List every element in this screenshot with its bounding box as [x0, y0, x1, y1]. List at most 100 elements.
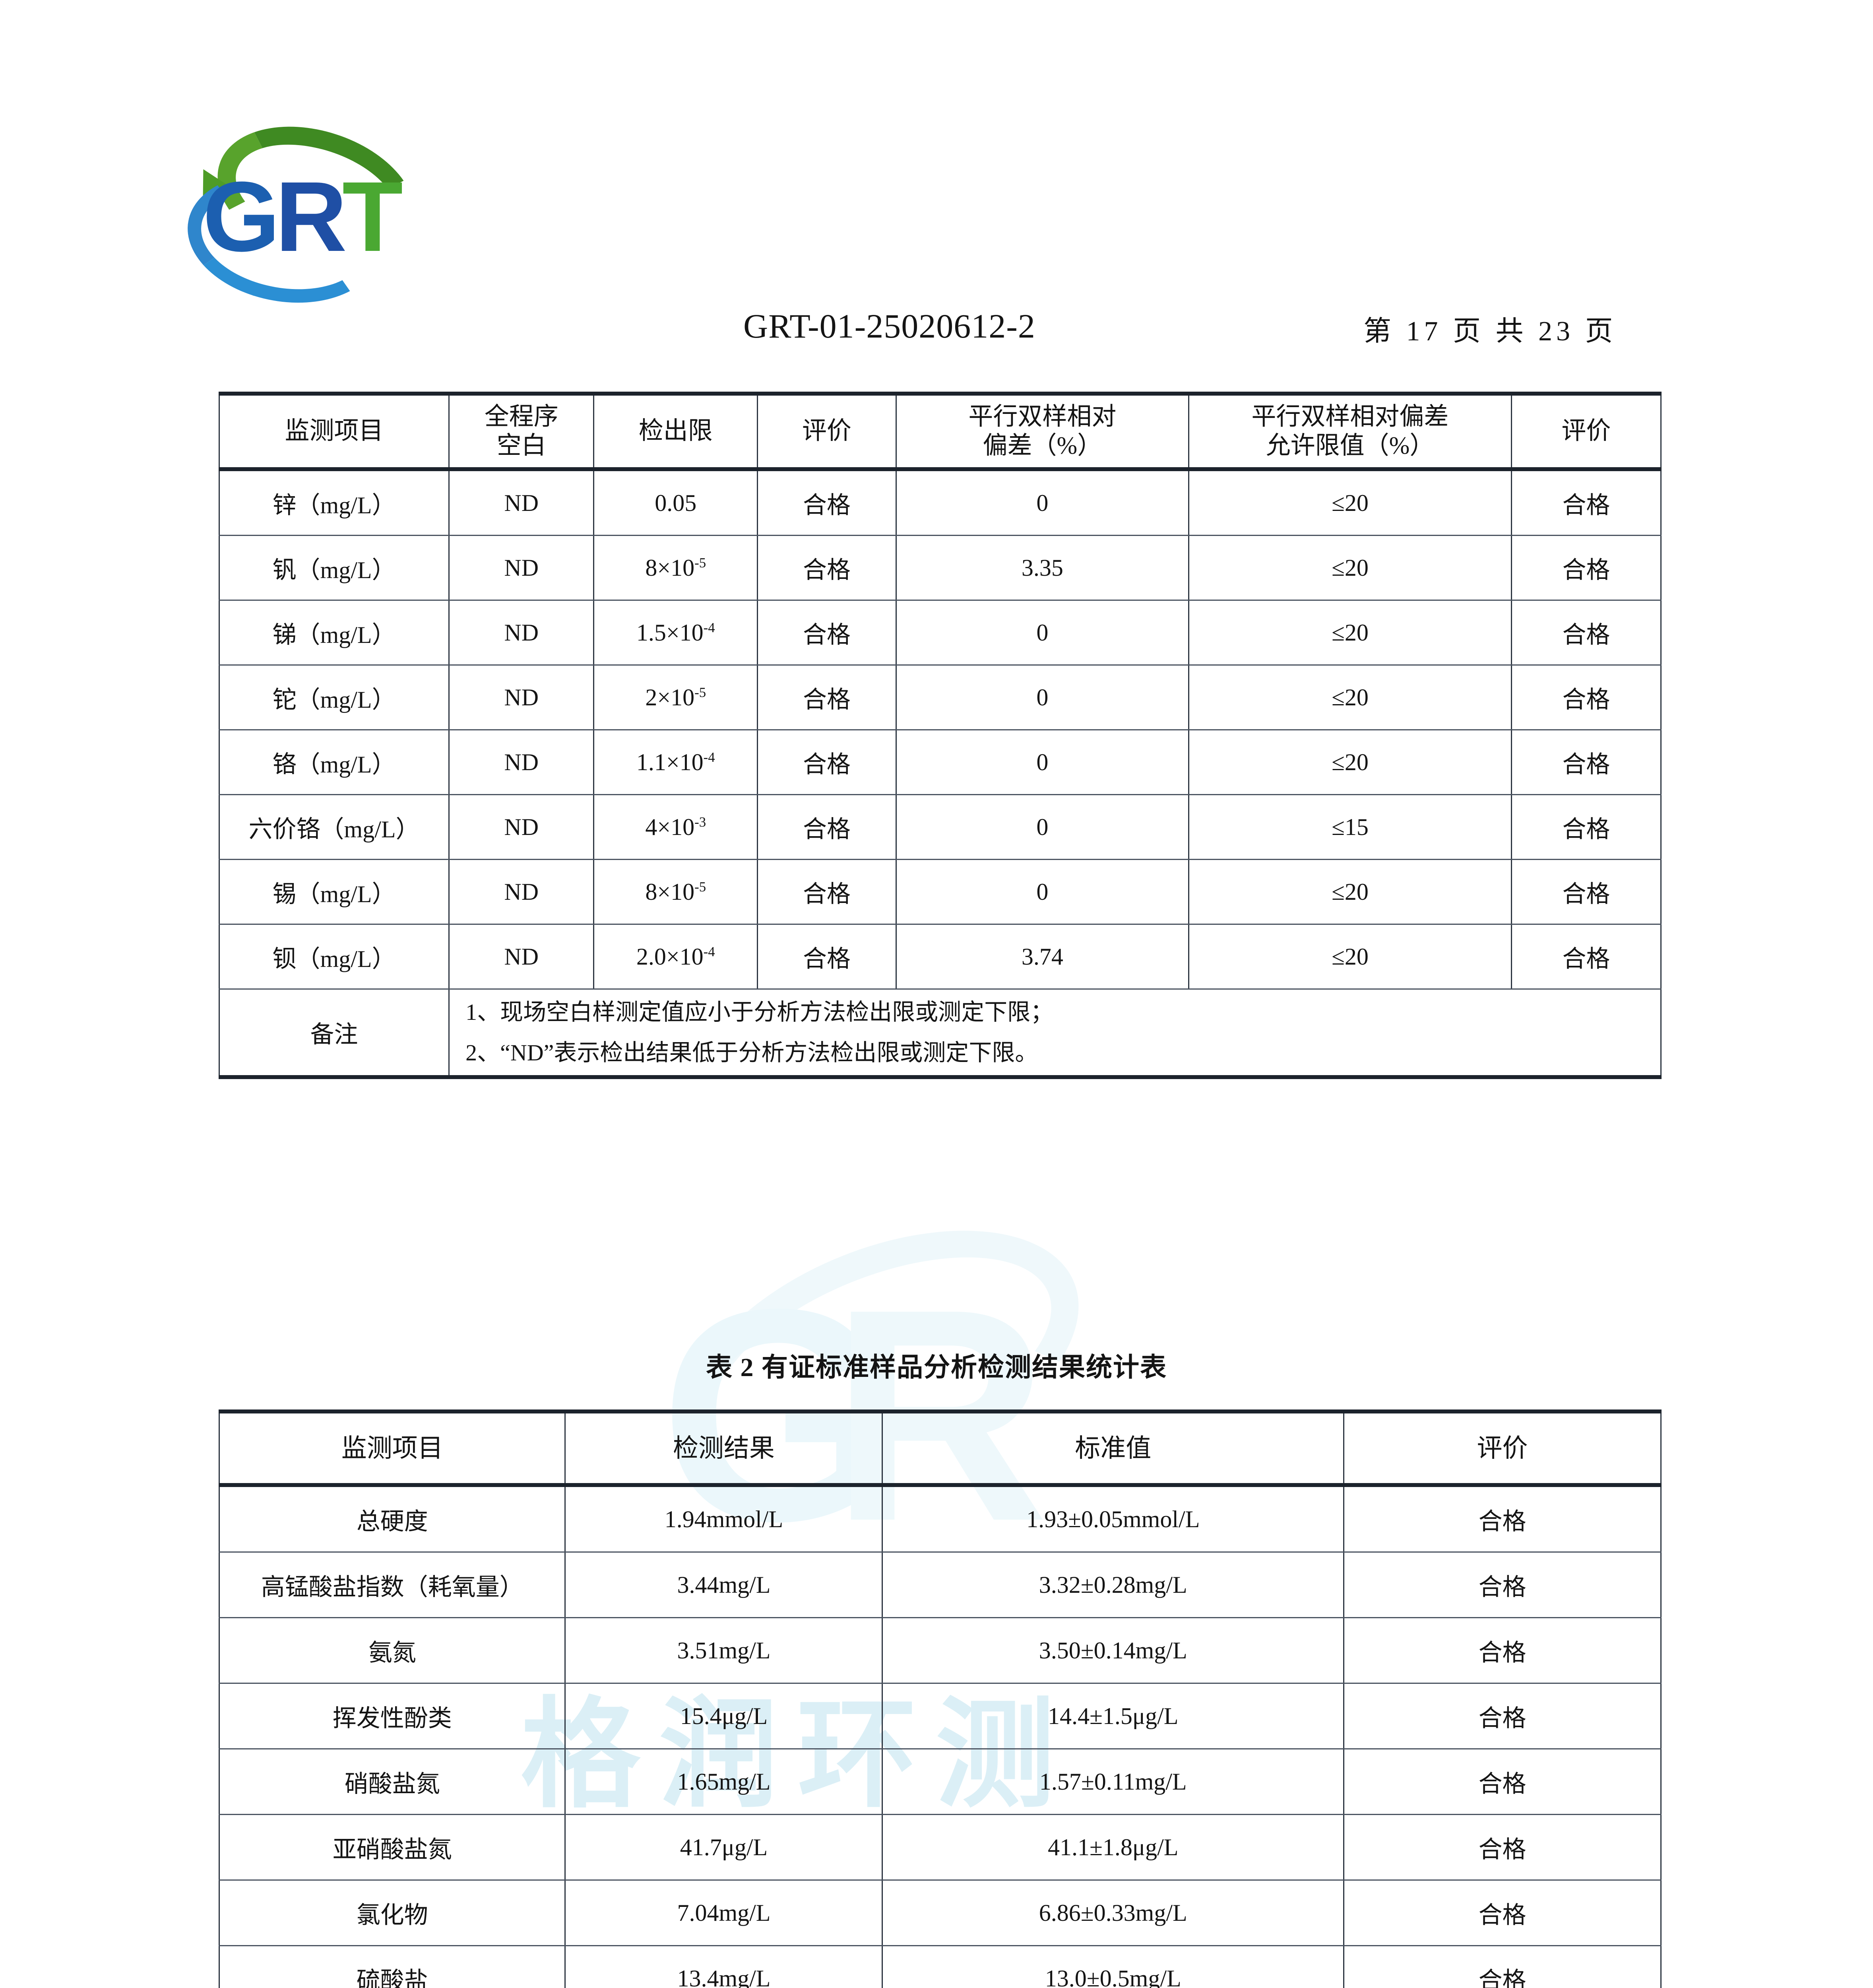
col-header-blank-line1: 全程序 [484, 403, 558, 430]
cell-dl-exp: -3 [694, 814, 706, 830]
cell-eval2: 合格 [1510, 600, 1662, 666]
cell-detection-limit: 8×10-5 [593, 535, 758, 601]
cell-eval2: 合格 [1510, 924, 1662, 990]
cell-item: 氯化物 [218, 1879, 566, 1946]
logo-letter-g: G [203, 161, 280, 272]
cell-dl-base: 0.05 [655, 489, 697, 516]
col-header-blank: 全程序 空白 [448, 392, 595, 471]
table-row: 锑（mg/L） ND 1.5×10-4 合格 0 ≤20 合格 [218, 600, 1662, 666]
cell-item: 硫酸盐 [218, 1945, 566, 1988]
cell-blank: ND [448, 859, 595, 925]
cell-result: 3.44mg/L [564, 1551, 883, 1618]
document-header: GRT-01-25020612-2 第 17 页 共 23 页 [0, 306, 1873, 350]
cell-eval: 合格 [1343, 1748, 1662, 1815]
cell-item: 硝酸盐氮 [218, 1748, 566, 1815]
cell-result: 41.7μg/L [564, 1814, 883, 1881]
cell-eval1: 合格 [757, 729, 897, 795]
cell-blank: ND [448, 924, 595, 990]
cell-blank: ND [448, 729, 595, 795]
cell-item: 钡（mg/L） [218, 924, 450, 990]
table-row: 挥发性酚类 15.4μg/L 14.4±1.5μg/L 合格 [218, 1683, 1662, 1749]
cell-standard: 1.57±0.11mg/L [882, 1748, 1345, 1815]
logo-letter-t: T [342, 161, 403, 272]
cell-item: 总硬度 [218, 1484, 566, 1553]
col-header-blank-line2: 空白 [496, 432, 546, 459]
table-row: 锡（mg/L） ND 8×10-5 合格 0 ≤20 合格 [218, 859, 1662, 925]
cell-detection-limit: 1.1×10-4 [593, 729, 758, 795]
cell-standard: 3.32±0.28mg/L [882, 1551, 1345, 1618]
table-row: 铊（mg/L） ND 2×10-5 合格 0 ≤20 合格 [218, 664, 1662, 730]
cell-detection-limit: 4×10-3 [593, 794, 758, 860]
logo-wordmark: GRT [203, 167, 403, 266]
cell-eval2: 合格 [1510, 468, 1662, 536]
table-row: 锌（mg/L） ND 0.05 合格 0 ≤20 合格 [218, 468, 1662, 536]
cell-rpd: 0 [895, 600, 1190, 666]
col-header-rpd-limit-line1: 平行双样相对偏差 [1251, 403, 1449, 430]
note-line-1: 1、现场空白样测定值应小于分析方法检出限或测定下限； [465, 999, 1054, 1025]
cell-rpd: 0 [895, 664, 1190, 730]
cell-rpd: 0 [895, 468, 1190, 536]
cell-item: 锑（mg/L） [218, 600, 450, 666]
cell-detection-limit: 2×10-5 [593, 664, 758, 730]
cell-eval2: 合格 [1510, 729, 1662, 795]
cell-result: 13.4mg/L [564, 1945, 883, 1988]
col-header-rpd-limit-line2: 允许限值（%） [1266, 432, 1435, 459]
col-header-standard: 标准值 [882, 1409, 1345, 1487]
cell-result: 3.51mg/L [564, 1617, 883, 1684]
cell-dl-mant: 2.0×10 [636, 943, 704, 970]
cell-eval1: 合格 [757, 664, 897, 730]
table-row: 总硬度 1.94mmol/L 1.93±0.05mmol/L 合格 [218, 1484, 1662, 1553]
cell-eval: 合格 [1343, 1551, 1662, 1618]
cell-result: 1.65mg/L [564, 1748, 883, 1815]
cell-rpd: 0 [895, 859, 1190, 925]
cell-rpd-limit: ≤20 [1188, 859, 1512, 925]
cell-eval2: 合格 [1510, 859, 1662, 925]
cell-eval1: 合格 [757, 924, 897, 990]
col-header-result: 检测结果 [564, 1409, 883, 1487]
cell-standard: 6.86±0.33mg/L [882, 1879, 1345, 1946]
cell-dl-mant: 8×10 [645, 878, 695, 905]
cell-dl-exp: -4 [703, 619, 715, 635]
cell-dl-exp: -5 [694, 555, 706, 571]
cell-dl-exp: -4 [703, 944, 715, 959]
cell-rpd-limit: ≤20 [1188, 664, 1512, 730]
cell-dl-exp: -5 [694, 879, 706, 895]
table-row: 硫酸盐 13.4mg/L 13.0±0.5mg/L 合格 [218, 1945, 1662, 1988]
cell-rpd-limit: ≤20 [1188, 535, 1512, 601]
company-logo: GRT [177, 103, 545, 317]
cell-detection-limit: 2.0×10-4 [593, 924, 758, 990]
cell-rpd: 0 [895, 729, 1190, 795]
cell-detection-limit: 0.05 [593, 468, 758, 536]
cell-item: 六价铬（mg/L） [218, 794, 450, 860]
cell-item: 氨氮 [218, 1617, 566, 1684]
cell-standard: 3.50±0.14mg/L [882, 1617, 1345, 1684]
cell-blank: ND [448, 664, 595, 730]
cell-blank: ND [448, 468, 595, 536]
cell-item: 锌（mg/L） [218, 468, 450, 536]
table-row: 亚硝酸盐氮 41.7μg/L 41.1±1.8μg/L 合格 [218, 1814, 1662, 1881]
cell-item: 亚硝酸盐氮 [218, 1814, 566, 1881]
cell-rpd: 3.74 [895, 924, 1190, 990]
cell-eval2: 合格 [1510, 794, 1662, 860]
cell-eval1: 合格 [757, 794, 897, 860]
cell-result: 1.94mmol/L [564, 1484, 883, 1553]
cell-item: 铬（mg/L） [218, 729, 450, 795]
cell-rpd: 0 [895, 794, 1190, 860]
cell-eval: 合格 [1343, 1945, 1662, 1988]
cell-eval1: 合格 [757, 468, 897, 536]
cell-dl-mant: 1.1×10 [636, 749, 704, 775]
cell-eval: 合格 [1343, 1617, 1662, 1684]
cell-eval: 合格 [1343, 1814, 1662, 1881]
table-row: 六价铬（mg/L） ND 4×10-3 合格 0 ≤15 合格 [218, 794, 1662, 860]
cell-eval2: 合格 [1510, 535, 1662, 601]
cell-blank: ND [448, 600, 595, 666]
cell-item: 挥发性酚类 [218, 1683, 566, 1749]
cell-dl-exp: -4 [703, 749, 715, 765]
blank-sample-table-wrap: 监测项目 全程序 空白 检出限 评价 平行双样相对 偏差（%） 平行双样相对偏差 [218, 392, 1662, 1079]
table-row: 钡（mg/L） ND 2.0×10-4 合格 3.74 ≤20 合格 [218, 924, 1662, 990]
table2-header-row: 监测项目 检测结果 标准值 评价 [218, 1409, 1662, 1487]
cell-rpd-limit: ≤20 [1188, 924, 1512, 990]
cell-standard: 1.93±0.05mmol/L [882, 1484, 1345, 1553]
table-row: 高锰酸盐指数（耗氧量） 3.44mg/L 3.32±0.28mg/L 合格 [218, 1551, 1662, 1618]
cell-dl-mant: 2×10 [645, 684, 695, 711]
